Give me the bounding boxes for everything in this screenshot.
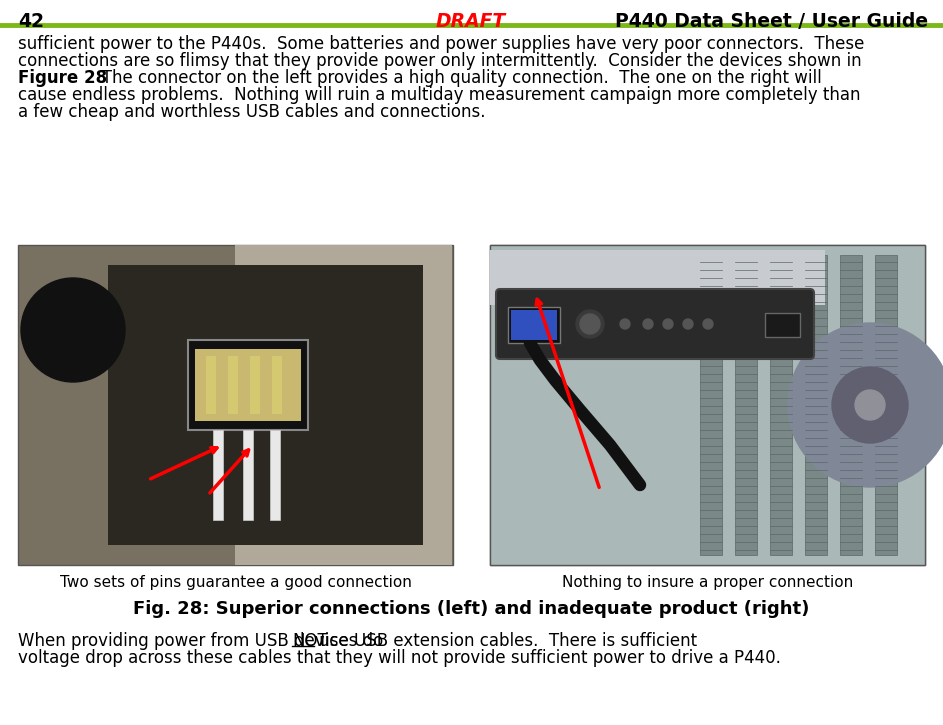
Bar: [213, 430, 223, 520]
Bar: [108, 265, 423, 545]
Circle shape: [788, 323, 943, 487]
FancyBboxPatch shape: [496, 289, 814, 359]
Circle shape: [832, 367, 908, 443]
Bar: [490, 245, 925, 565]
Bar: [765, 313, 800, 337]
Bar: [235, 245, 452, 565]
Bar: [875, 255, 897, 555]
Bar: [490, 250, 825, 305]
Text: sufficient power to the P440s.  Some batteries and power supplies have very poor: sufficient power to the P440s. Some batt…: [18, 35, 865, 53]
Bar: [18, 245, 453, 565]
Circle shape: [663, 319, 673, 329]
Circle shape: [683, 319, 693, 329]
Text: a few cheap and worthless USB cables and connections.: a few cheap and worthless USB cables and…: [18, 103, 486, 121]
Text: P440 Data Sheet / User Guide: P440 Data Sheet / User Guide: [615, 12, 928, 31]
Bar: [508, 307, 560, 343]
Text: When providing power from USB devices do: When providing power from USB devices do: [18, 632, 389, 650]
Text: Figure 28: Figure 28: [18, 69, 108, 87]
Circle shape: [855, 390, 885, 420]
Bar: [511, 310, 557, 340]
Bar: [188, 340, 308, 430]
Bar: [243, 430, 253, 520]
Bar: [840, 255, 862, 555]
Circle shape: [580, 314, 600, 334]
Text: connections are so flimsy that they provide power only intermittently.  Consider: connections are so flimsy that they prov…: [18, 52, 862, 70]
Bar: [805, 255, 827, 555]
Bar: [206, 356, 216, 414]
Text: Fig. 28: Superior connections (left) and inadequate product (right): Fig. 28: Superior connections (left) and…: [133, 600, 809, 618]
Bar: [250, 356, 260, 414]
Bar: [770, 255, 792, 555]
Bar: [700, 255, 722, 555]
Bar: [735, 255, 757, 555]
Bar: [195, 349, 301, 421]
Circle shape: [620, 319, 630, 329]
Bar: [272, 356, 282, 414]
Text: .  The connector on the left provides a high quality connection.  The one on the: . The connector on the left provides a h…: [86, 69, 821, 87]
Text: NOT: NOT: [292, 632, 327, 650]
Text: 42: 42: [18, 12, 44, 31]
Text: use USB extension cables.  There is sufficient: use USB extension cables. There is suffi…: [314, 632, 698, 650]
Bar: [270, 430, 280, 520]
Bar: [490, 245, 925, 565]
Text: DRAFT: DRAFT: [436, 12, 506, 31]
Circle shape: [703, 319, 713, 329]
Bar: [228, 356, 238, 414]
Text: voltage drop across these cables that they will not provide sufficient power to : voltage drop across these cables that th…: [18, 649, 781, 667]
Text: cause endless problems.  Nothing will ruin a multiday measurement campaign more : cause endless problems. Nothing will rui…: [18, 86, 861, 104]
Text: Nothing to insure a proper connection: Nothing to insure a proper connection: [562, 575, 853, 590]
Circle shape: [21, 278, 125, 382]
Text: Two sets of pins guarantee a good connection: Two sets of pins guarantee a good connec…: [59, 575, 411, 590]
Circle shape: [576, 310, 604, 338]
Circle shape: [643, 319, 653, 329]
